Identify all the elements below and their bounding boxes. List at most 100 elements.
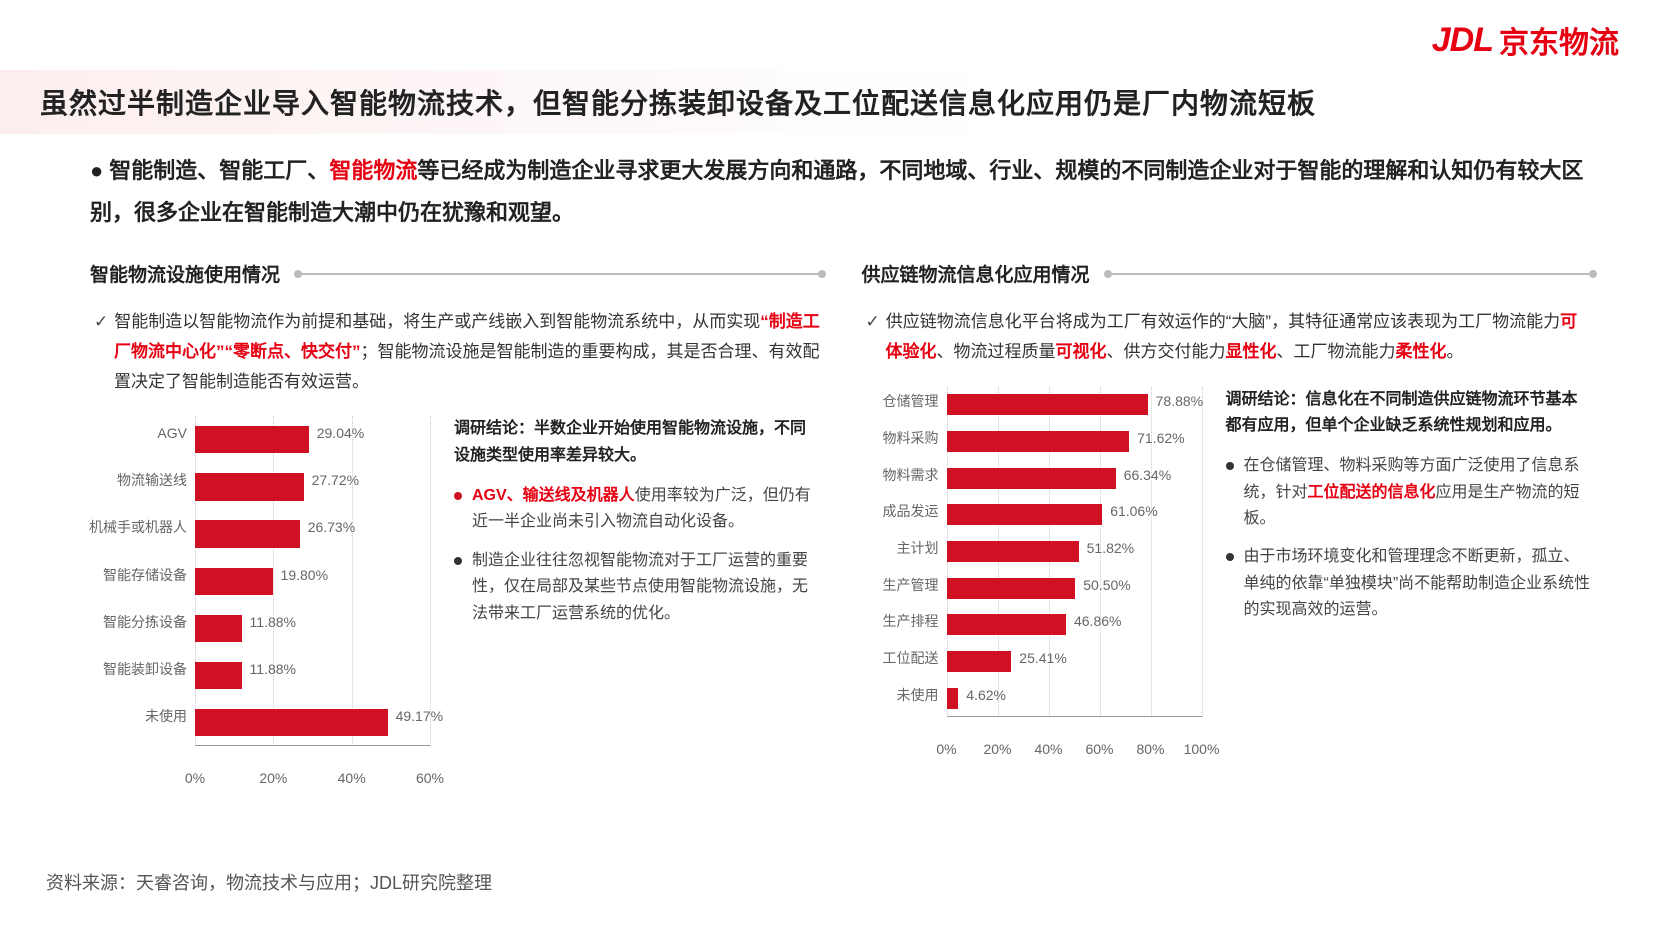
bar-fill bbox=[195, 568, 273, 595]
logo: JDL 京东物流 bbox=[1432, 18, 1619, 62]
bar-row: 物料采购71.62% bbox=[947, 431, 1202, 452]
right-desc-mid2: 、供方交付能力 bbox=[1107, 342, 1226, 361]
right-description: ✓ 供应链物流信息化平台将成为工厂有效运作的“大脑”，其特征通常应该表现为工厂物流… bbox=[862, 307, 1594, 367]
left-column: 智能物流设施使用情况 ✓ 智能制造以智能物流作为前提和基础，将生产或产线嵌入到智能… bbox=[90, 260, 822, 839]
check-icon: ✓ bbox=[94, 312, 108, 331]
left-section-head: 智能物流设施使用情况 bbox=[90, 260, 822, 287]
right-conclusion: 调研结论：信息化在不同制造供应链物流环节基本都有应用，但单个企业缺乏系统性规划和… bbox=[1226, 387, 1594, 840]
bar-fill bbox=[947, 431, 1130, 452]
bar-label: 生产管理 bbox=[883, 578, 947, 592]
bar-fill bbox=[947, 394, 1148, 415]
x-axis-tick: 0% bbox=[936, 741, 956, 757]
right-section-head: 供应链物流信息化应用情况 bbox=[862, 260, 1594, 287]
x-axis-tick: 40% bbox=[338, 770, 366, 786]
bar-label: 物流输送线 bbox=[117, 473, 195, 487]
bar-value: 25.41% bbox=[1011, 651, 1066, 665]
logo-jdl: JDL bbox=[1432, 21, 1493, 60]
bar-row: 生产管理50.50% bbox=[947, 578, 1202, 599]
bar-label: 仓储管理 bbox=[883, 394, 947, 408]
left-desc-pre: 智能制造以智能物流作为前提和基础，将生产或产线嵌入到智能物流系统中，从而实现 bbox=[114, 312, 760, 331]
bar-row: 成品发运61.06% bbox=[947, 504, 1202, 525]
bar-value: 11.88% bbox=[242, 662, 296, 676]
x-axis-tick: 20% bbox=[983, 741, 1011, 757]
bullet-icon: ● bbox=[90, 158, 103, 183]
x-axis-tick: 20% bbox=[259, 770, 287, 786]
bar-row: 机械手或机器人26.73% bbox=[195, 520, 430, 547]
logo-cn: 京东物流 bbox=[1499, 18, 1619, 62]
bar-value: 78.88% bbox=[1148, 394, 1203, 408]
right-conclusion-head: 调研结论：信息化在不同制造供应链物流环节基本都有应用，但单个企业缺乏系统性规划和… bbox=[1226, 387, 1594, 440]
bar-label: 智能装卸设备 bbox=[103, 662, 195, 676]
intro-paragraph: ●智能制造、智能工厂、智能物流等已经成为制造企业寻求更大发展方向和通路，不同地域… bbox=[90, 150, 1593, 234]
divider-rule bbox=[298, 273, 821, 275]
bar-row: 仓储管理78.88% bbox=[947, 394, 1202, 415]
left-conclusion-head: 调研结论：半数企业开始使用智能物流设施，不同设施类型使用率差异较大。 bbox=[454, 416, 822, 469]
bar-label: 未使用 bbox=[145, 709, 195, 723]
gridline bbox=[1202, 387, 1203, 717]
bar-value: 27.72% bbox=[304, 473, 359, 487]
x-axis-tick: 0% bbox=[185, 770, 205, 786]
bar-row: 智能装卸设备11.88% bbox=[195, 662, 430, 689]
conclusion-item: 由于市场环境变化和管理理念不断更新，孤立、单纯的依靠“单独模块”尚不能帮助制造企… bbox=[1226, 544, 1594, 623]
left-chart: 0%20%40%60%AGV29.04%物流输送线27.72%机械手或机器人26… bbox=[90, 416, 430, 776]
bar-row: 未使用4.62% bbox=[947, 688, 1202, 709]
source-text: 资料来源：天睿咨询，物流技术与应用；JDL研究院整理 bbox=[46, 869, 492, 895]
right-desc-mid3: 、工厂物流能力 bbox=[1277, 342, 1396, 361]
bar-fill bbox=[947, 468, 1116, 489]
bar-value: 11.88% bbox=[242, 615, 296, 629]
right-desc-hl3: 显性化 bbox=[1226, 342, 1277, 361]
left-heading: 智能物流设施使用情况 bbox=[90, 260, 280, 287]
bar-row: 工位配送25.41% bbox=[947, 651, 1202, 672]
bar-fill bbox=[195, 520, 300, 547]
bar-label: 主计划 bbox=[897, 541, 947, 555]
bar-value: 29.04% bbox=[309, 426, 364, 440]
left-desc-hl2: “零断点、快交付” bbox=[225, 342, 361, 361]
left-chart-row: 0%20%40%60%AGV29.04%物流输送线27.72%机械手或机器人26… bbox=[90, 416, 822, 839]
bar-value: 4.62% bbox=[958, 688, 1006, 702]
bar-value: 66.34% bbox=[1116, 468, 1171, 482]
bar-row: 未使用49.17% bbox=[195, 709, 430, 736]
right-chart: 0%20%40%60%80%100%仓储管理78.88%物料采购71.62%物料… bbox=[862, 387, 1202, 747]
check-icon: ✓ bbox=[866, 312, 880, 331]
bar-label: 物料采购 bbox=[883, 431, 947, 445]
bar-row: AGV29.04% bbox=[195, 426, 430, 453]
bar-value: 50.50% bbox=[1075, 578, 1130, 592]
right-desc-pre: 供应链物流信息化平台将成为工厂有效运作的“大脑”，其特征通常应该表现为工厂物流能… bbox=[886, 312, 1560, 331]
x-axis-line bbox=[195, 745, 430, 746]
page-title: 虽然过半制造企业导入智能物流技术，但智能分拣装卸设备及工位配送信息化应用仍是厂内… bbox=[40, 82, 1623, 122]
bar-row: 主计划51.82% bbox=[947, 541, 1202, 562]
bar-label: 智能存储设备 bbox=[103, 568, 195, 582]
conclusion-item: AGV、输送线及机器人使用率较为广泛，但仍有近一半企业尚未引入物流自动化设备。 bbox=[454, 483, 822, 536]
left-description: ✓ 智能制造以智能物流作为前提和基础，将生产或产线嵌入到智能物流系统中，从而实现 “… bbox=[90, 307, 822, 396]
bar-value: 26.73% bbox=[300, 520, 355, 534]
left-conclusion: 调研结论：半数企业开始使用智能物流设施，不同设施类型使用率差异较大。 AGV、输… bbox=[454, 416, 822, 839]
bar-row: 智能分拣设备11.88% bbox=[195, 615, 430, 642]
x-axis-tick: 100% bbox=[1184, 741, 1220, 757]
right-heading: 供应链物流信息化应用情况 bbox=[862, 260, 1090, 287]
bar-value: 61.06% bbox=[1102, 504, 1157, 518]
bar-value: 49.17% bbox=[388, 709, 443, 723]
bar-fill bbox=[195, 615, 242, 642]
bar-row: 智能存储设备19.80% bbox=[195, 568, 430, 595]
conclusion-item: 在仓储管理、物料采购等方面广泛使用了信息系统，针对工位配送的信息化应用是生产物流… bbox=[1226, 453, 1594, 532]
x-axis-tick: 40% bbox=[1034, 741, 1062, 757]
right-desc-mid1: 、物流过程质量 bbox=[937, 342, 1056, 361]
divider-rule bbox=[1108, 273, 1593, 275]
x-axis-tick: 80% bbox=[1136, 741, 1164, 757]
bar-label: 物料需求 bbox=[883, 468, 947, 482]
bar-value: 46.86% bbox=[1066, 614, 1121, 628]
x-axis-tick: 60% bbox=[1085, 741, 1113, 757]
right-desc-hl2: 可视化 bbox=[1056, 342, 1107, 361]
bar-fill bbox=[947, 614, 1066, 635]
conclusion-highlight: AGV、输送线及机器人 bbox=[472, 487, 635, 504]
right-column: 供应链物流信息化应用情况 ✓ 供应链物流信息化平台将成为工厂有效运作的“大脑”，其… bbox=[862, 260, 1594, 839]
bar-fill bbox=[947, 651, 1012, 672]
title-bar: 虽然过半制造企业导入智能物流技术，但智能分拣装卸设备及工位配送信息化应用仍是厂内… bbox=[0, 70, 1653, 134]
bar-label: AGV bbox=[157, 426, 195, 440]
bar-value: 19.80% bbox=[273, 568, 328, 582]
bar-fill bbox=[947, 541, 1079, 562]
gridline bbox=[430, 416, 431, 746]
intro-highlight: 智能物流 bbox=[329, 158, 417, 183]
content-grid: 智能物流设施使用情况 ✓ 智能制造以智能物流作为前提和基础，将生产或产线嵌入到智能… bbox=[90, 260, 1593, 839]
bar-row: 物料需求66.34% bbox=[947, 468, 1202, 489]
